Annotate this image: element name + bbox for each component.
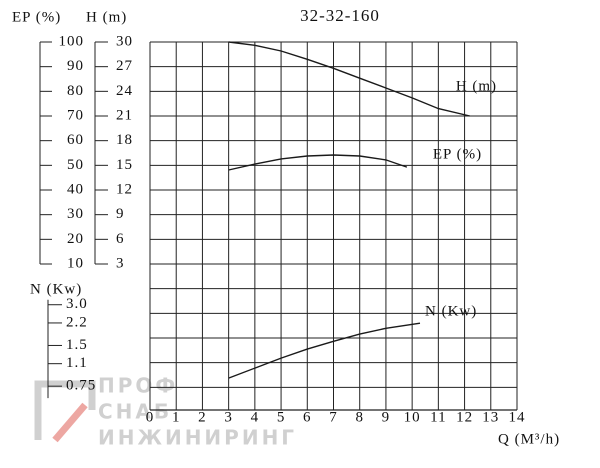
x-tick-label: 5: [277, 409, 286, 425]
x-tick-label: 6: [303, 409, 312, 425]
x-tick-label: 11: [430, 409, 446, 425]
x-tick-label: 3: [224, 409, 233, 425]
y2-tick-label: 50: [67, 157, 84, 173]
y-tick-label: 6: [116, 231, 125, 247]
x-tick-label: 9: [382, 409, 391, 425]
y3-tick-label: 1.5: [66, 337, 88, 353]
x-tick-label: 8: [355, 409, 364, 425]
watermark-text: СНАБ: [98, 400, 172, 424]
curve: [228, 154, 408, 171]
y2-tick-label: 20: [67, 231, 84, 247]
y2-axis-title: EP (%): [12, 9, 61, 25]
y3-tick-label: 0.75: [66, 378, 96, 394]
y-tick-label: 3: [116, 255, 125, 271]
watermark-text: ПРОФ: [98, 374, 178, 398]
y-tick-label: 21: [116, 107, 133, 123]
y3-tick-label: 2.2: [66, 314, 88, 330]
y2-tick-label: 10: [67, 255, 84, 271]
y3-tick-label: 3.0: [66, 296, 88, 312]
x-tick-label: 12: [456, 409, 473, 425]
x-axis-title: Q (M³/h): [498, 431, 560, 447]
y-tick-label: 24: [116, 83, 133, 99]
x-tick-label: 2: [198, 409, 207, 425]
y2-tick-label: 90: [67, 58, 84, 74]
y-tick-label: 9: [116, 206, 125, 222]
curve: [228, 322, 421, 379]
y2-tick-label: 80: [67, 83, 84, 99]
y2-tick-label: 60: [67, 132, 84, 148]
watermark-logo: [34, 380, 96, 443]
curve: [228, 41, 470, 117]
y-tick-label: 12: [116, 181, 133, 197]
chart-title: 32-32-160: [300, 6, 380, 25]
y3-tick-label: 1.1: [66, 355, 88, 371]
y3-axis-title: N (Kw): [30, 281, 82, 297]
x-tick-label: 14: [509, 409, 526, 425]
x-tick-label: 13: [482, 409, 499, 425]
x-tick-label: 7: [329, 409, 338, 425]
y2-tick-label: 100: [59, 33, 85, 49]
y2-tick-label: 70: [67, 107, 84, 123]
y-tick-label: 18: [116, 132, 133, 148]
x-tick-label: 1: [172, 409, 181, 425]
x-tick-label: 0: [146, 409, 155, 425]
y-tick-label: 15: [116, 157, 133, 173]
x-tick-label: 4: [251, 409, 260, 425]
watermark-text: ИНЖИНИРИНГ: [98, 426, 297, 450]
curve-label: H (m): [456, 78, 497, 94]
y-tick-label: 30: [116, 33, 133, 49]
curve-label: EP (%): [433, 146, 482, 162]
logo-shape: [34, 380, 96, 440]
y-tick-label: 27: [116, 58, 133, 74]
logo-accent: [52, 402, 88, 443]
x-tick-label: 10: [404, 409, 421, 425]
curve-label: N (Kw): [425, 304, 477, 320]
y2-tick-label: 40: [67, 181, 84, 197]
y2-tick-label: 30: [67, 206, 84, 222]
y-axis-title: H (m): [86, 9, 127, 25]
